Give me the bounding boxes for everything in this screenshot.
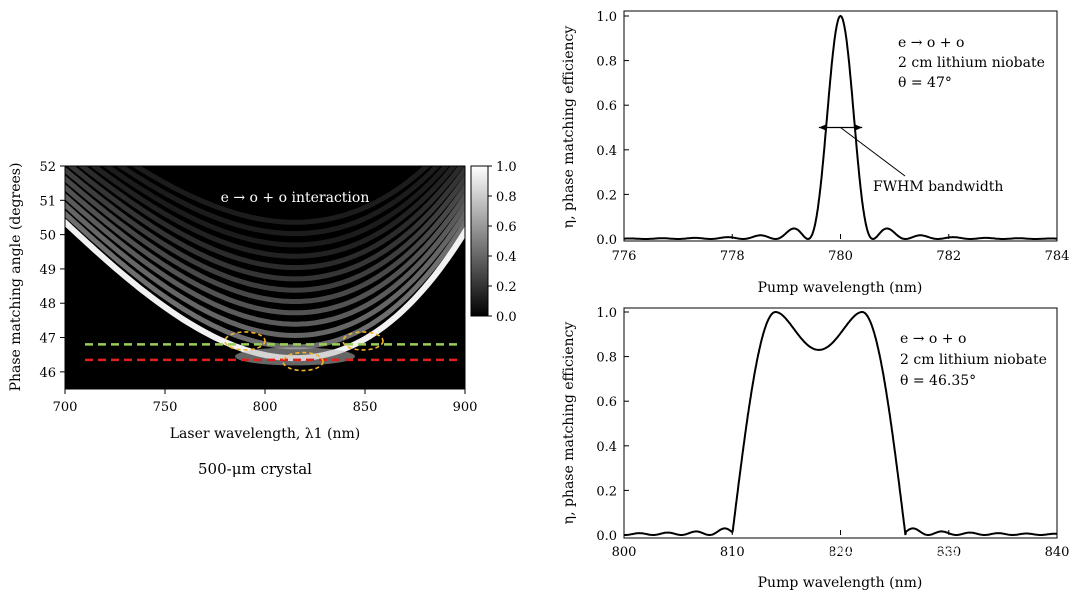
colorbar-tick-label: 0.0 bbox=[496, 310, 517, 325]
bottom-annotation-angle: θ = 46.35° bbox=[900, 373, 976, 389]
y-tick-label: 46 bbox=[39, 366, 56, 381]
x-tick-label: 780 bbox=[828, 249, 853, 264]
fwhm-callout bbox=[818, 124, 906, 177]
y-tick-label: 0.4 bbox=[596, 440, 617, 455]
bottom-annotation-reaction: e → o + o bbox=[900, 331, 966, 347]
y-tick-label: 47 bbox=[39, 332, 56, 347]
heatmap-fringe bbox=[65, 192, 465, 327]
x-tick-label: 810 bbox=[720, 545, 745, 560]
top-x-ticks: 776 778 780 782 784 bbox=[612, 234, 1070, 264]
watermark: 知乎 @Homsang bbox=[810, 541, 987, 566]
heatmap-title: e → o + o interaction bbox=[221, 190, 370, 206]
x-tick-label: 778 bbox=[720, 249, 745, 264]
y-tick-label: 0.6 bbox=[596, 99, 617, 114]
x-tick-label: 784 bbox=[1045, 249, 1070, 264]
x-tick-label: 830 bbox=[936, 545, 961, 560]
bottom-line-chart: 800 810 820 830 840 0.0 0.2 0.4 0.6 0.8 1.0 Pump … bbox=[561, 306, 1069, 591]
top-y-label: η, phase matching efficiency bbox=[561, 26, 577, 229]
bottom-series-line bbox=[624, 311, 1057, 536]
heatmap-overlays bbox=[85, 331, 461, 372]
x-tick-label: 800 bbox=[253, 400, 278, 415]
y-tick-label: 49 bbox=[39, 263, 56, 278]
x-tick-label: 750 bbox=[153, 400, 178, 415]
y-tick-label: 48 bbox=[39, 297, 56, 312]
heatmap-fringe bbox=[66, 166, 465, 282]
heatmap-fringe bbox=[65, 175, 465, 304]
highlight-ellipse bbox=[282, 351, 324, 372]
y-tick-label: 1.0 bbox=[596, 306, 617, 321]
colorbar-tick-label: 0.2 bbox=[496, 280, 517, 295]
y-tick-label: 0.2 bbox=[596, 484, 617, 499]
bottom-x-ticks: 800 810 820 830 840 bbox=[612, 530, 1070, 560]
heatmap-ridge-glow bbox=[235, 347, 355, 366]
heatmap-x-ticks: 700 750 800 850 900 bbox=[53, 389, 478, 415]
fwhm-label: FWHM bandwidth bbox=[873, 179, 1003, 195]
highlight-ellipse bbox=[224, 331, 266, 351]
y-tick-label: 50 bbox=[39, 229, 56, 244]
colorbar-tick-label: 0.6 bbox=[496, 220, 517, 235]
y-tick-label: 52 bbox=[39, 160, 56, 175]
colorbar-tick-label: 1.0 bbox=[496, 160, 517, 175]
top-plot-frame bbox=[623, 10, 1058, 242]
heatmap-caption: 500-μm crystal bbox=[198, 460, 312, 478]
colorbar-tick-label: 0.8 bbox=[496, 190, 517, 205]
y-tick-label: 1.0 bbox=[596, 10, 617, 25]
bottom-y-label: η, phase matching efficiency bbox=[561, 322, 577, 525]
heatmap-fringe bbox=[89, 166, 458, 259]
top-x-label: Pump wavelength (nm) bbox=[758, 280, 923, 296]
x-tick-label: 840 bbox=[1045, 545, 1070, 560]
colorbar bbox=[470, 165, 489, 317]
top-annotation-reaction: e → o + o bbox=[898, 35, 964, 51]
y-tick-label: 0.0 bbox=[596, 529, 617, 544]
y-tick-label: 51 bbox=[39, 194, 56, 209]
x-tick-label: 850 bbox=[353, 400, 378, 415]
heatmap-panel: e → o + o interaction 700 750 800 850 900 46… bbox=[8, 160, 517, 478]
heatmap-x-label: Laser wavelength, λ1 (nm) bbox=[170, 426, 361, 442]
x-tick-label: 800 bbox=[612, 545, 637, 560]
y-tick-label: 0.0 bbox=[596, 233, 617, 248]
heatmap-fringe bbox=[65, 201, 465, 339]
heatmap-fringe bbox=[102, 166, 450, 248]
heatmap-y-label: Phase matching angle (degrees) bbox=[8, 163, 24, 392]
bottom-plot-frame bbox=[623, 307, 1058, 539]
y-tick-label: 0.8 bbox=[596, 55, 617, 70]
x-tick-label: 782 bbox=[936, 249, 961, 264]
heatmap-fringe bbox=[116, 166, 441, 237]
heatmap-ridges bbox=[65, 166, 465, 366]
colorbar-tick-label: 0.4 bbox=[496, 250, 517, 265]
y-tick-label: 0.4 bbox=[596, 144, 617, 159]
bottom-y-ticks: 0.0 0.2 0.4 0.6 0.8 1.0 bbox=[596, 306, 629, 544]
fwhm-leader-line bbox=[840, 127, 906, 177]
top-y-ticks: 0.0 0.2 0.4 0.6 0.8 1.0 bbox=[596, 10, 629, 248]
highlight-ellipse bbox=[342, 331, 384, 351]
heatmap-fringe bbox=[131, 166, 431, 225]
x-tick-label: 820 bbox=[828, 545, 853, 560]
y-tick-label: 0.6 bbox=[596, 395, 617, 410]
top-annotation-angle: θ = 47° bbox=[898, 75, 952, 91]
top-line-chart: 776 778 780 782 784 0.0 0.2 0.4 0.6 0.8 1.0 Pump … bbox=[561, 10, 1069, 296]
y-tick-label: 0.2 bbox=[596, 188, 617, 203]
bottom-annotation-crystal: 2 cm lithium niobate bbox=[900, 352, 1047, 368]
heatmap-y-ticks: 46 47 48 49 50 51 52 bbox=[39, 160, 65, 381]
x-tick-label: 700 bbox=[53, 400, 78, 415]
top-series-line bbox=[624, 14, 1057, 241]
x-tick-label: 900 bbox=[453, 400, 478, 415]
top-annotation-crystal: 2 cm lithium niobate bbox=[898, 55, 1045, 71]
colorbar-ticks: 0.0 0.2 0.4 0.6 0.8 1.0 bbox=[488, 160, 517, 325]
heatmap-fringe bbox=[65, 166, 465, 293]
y-tick-label: 0.8 bbox=[596, 351, 617, 366]
bottom-x-label: Pump wavelength (nm) bbox=[758, 575, 923, 591]
heatmap-fringe bbox=[65, 184, 465, 316]
x-tick-label: 776 bbox=[612, 249, 637, 264]
heatmap-fringe bbox=[78, 166, 465, 271]
